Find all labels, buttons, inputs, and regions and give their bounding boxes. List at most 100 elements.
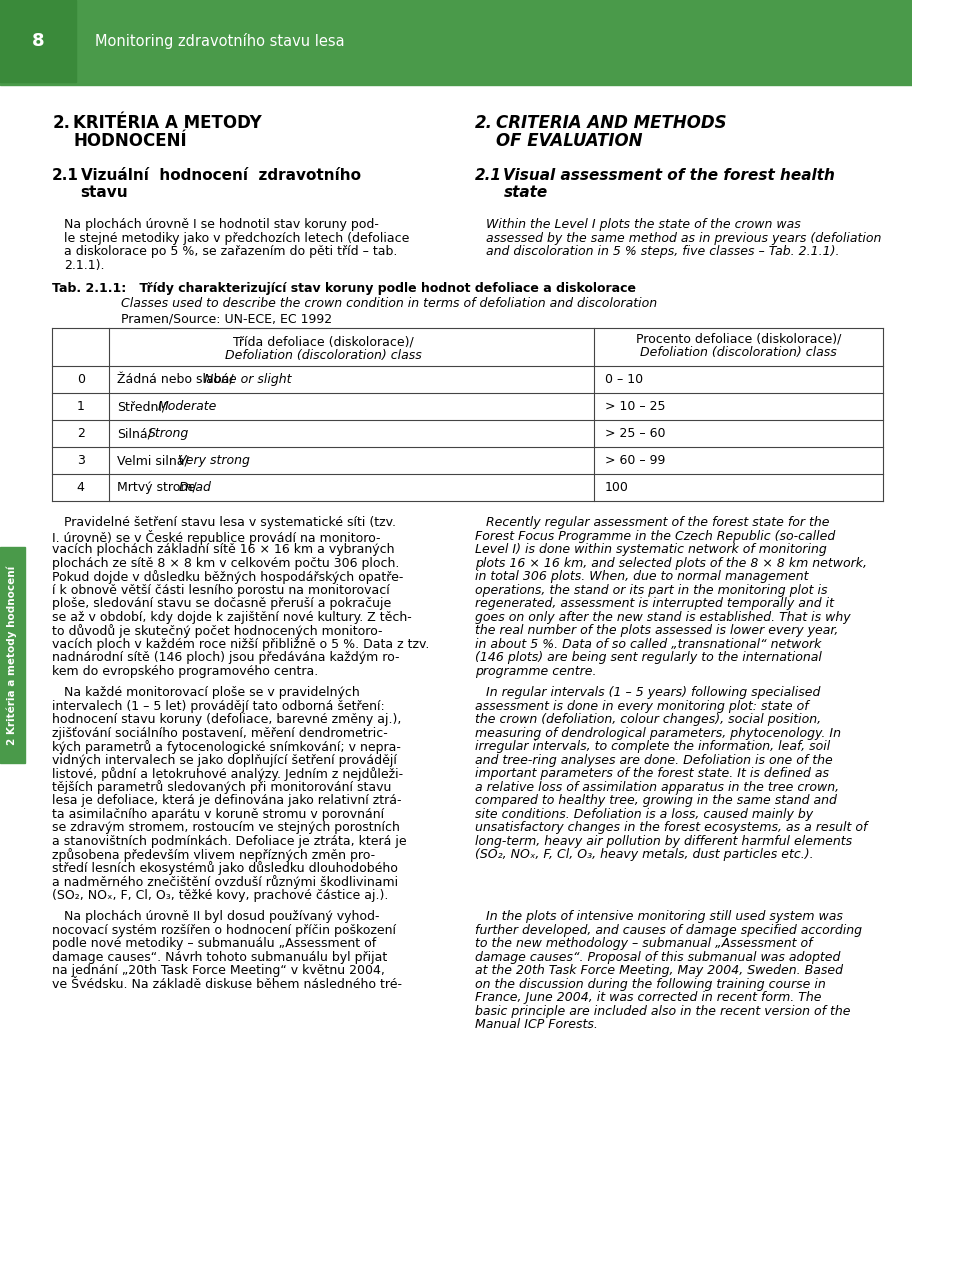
Text: > 60 – 99: > 60 – 99 — [605, 454, 665, 467]
Text: na jednání „20th Task Force Meeting“ v květnu 2004,: na jednání „20th Task Force Meeting“ v k… — [52, 964, 385, 976]
Text: Na každé monitorovací ploše se v pravidelných: Na každé monitorovací ploše se v pravide… — [63, 686, 359, 699]
Text: OF EVALUATION: OF EVALUATION — [495, 132, 642, 150]
Text: 2.: 2. — [475, 115, 492, 132]
Text: None or slight: None or slight — [204, 373, 292, 386]
Text: on the discussion during the following training course in: on the discussion during the following t… — [475, 978, 826, 990]
Text: intervalech (1 – 5 let) provádějí tato odborná šetření:: intervalech (1 – 5 let) provádějí tato o… — [52, 699, 385, 713]
Text: the real number of the plots assessed is lower every year,: the real number of the plots assessed is… — [475, 624, 838, 636]
Text: compared to healthy tree, growing in the same stand and: compared to healthy tree, growing in the… — [475, 794, 837, 807]
Text: important parameters of the forest state. It is defined as: important parameters of the forest state… — [475, 768, 828, 780]
Text: Dead: Dead — [179, 481, 211, 494]
Text: France, June 2004, it was corrected in recent form. The: France, June 2004, it was corrected in r… — [475, 990, 822, 1004]
Text: a relative loss of assimilation apparatus in the tree crown,: a relative loss of assimilation apparatu… — [475, 780, 839, 793]
Text: In regular intervals (1 – 5 years) following specialised: In regular intervals (1 – 5 years) follo… — [487, 686, 821, 699]
Text: > 25 – 60: > 25 – 60 — [605, 426, 665, 440]
Text: Visual assessment of the forest health: Visual assessment of the forest health — [503, 168, 835, 183]
Text: Na plochách úrovně II byl dosud používaný vyhod-: Na plochách úrovně II byl dosud používan… — [63, 910, 379, 923]
Text: in about 5 %. Data of so called „transnational“ network: in about 5 %. Data of so called „transna… — [475, 638, 822, 651]
Bar — [0, 0, 76, 81]
Text: ta asimilačního aparátu v koruně stromu v porovnání: ta asimilačního aparátu v koruně stromu … — [52, 807, 384, 821]
Text: středí lesních ekosystémů jako důsledku dlouhodobého: středí lesních ekosystémů jako důsledku … — [52, 862, 398, 876]
Text: Defoliation (discoloration) class: Defoliation (discoloration) class — [225, 349, 421, 362]
Text: Pokud dojde v důsledku běžných hospodářských opatře-: Pokud dojde v důsledku běžných hospodářs… — [52, 570, 403, 584]
Text: Manual ICP Forests.: Manual ICP Forests. — [475, 1018, 598, 1031]
Text: Monitoring zdravotního stavu lesa: Monitoring zdravotního stavu lesa — [95, 33, 345, 48]
Text: and tree-ring analyses are done. Defoliation is one of the: and tree-ring analyses are done. Defolia… — [475, 754, 832, 766]
Text: podle nové metodiky – submanuálu „Assessment of: podle nové metodiky – submanuálu „Assess… — [52, 937, 376, 950]
Text: stavu: stavu — [81, 185, 129, 200]
Text: se až v období, kdy dojde k zajištění nové kultury. Z těch-: se až v období, kdy dojde k zajištění no… — [52, 611, 412, 624]
Text: 2: 2 — [77, 426, 84, 440]
Text: Very strong: Very strong — [179, 454, 251, 467]
Text: regenerated, assessment is interrupted temporally and it: regenerated, assessment is interrupted t… — [475, 597, 834, 610]
Text: Strong: Strong — [148, 426, 189, 440]
Text: the crown (defoliation, colour changes), social position,: the crown (defoliation, colour changes),… — [475, 713, 821, 726]
Text: Level I) is done within systematic network of monitoring: Level I) is done within systematic netwo… — [475, 544, 827, 556]
Text: tějších parametrů sledovaných při monitorování stavu: tějších parametrů sledovaných při monito… — [52, 780, 392, 794]
Text: state: state — [503, 185, 547, 200]
Text: Recently regular assessment of the forest state for the: Recently regular assessment of the fores… — [487, 516, 829, 530]
Text: ve Švédsku. Na základě diskuse během následného tré-: ve Švédsku. Na základě diskuse během nás… — [52, 978, 402, 990]
Text: to the new methodology – submanual „Assessment of: to the new methodology – submanual „Asse… — [475, 937, 812, 950]
Text: > 10 – 25: > 10 – 25 — [605, 400, 665, 412]
Text: le stejné metodiky jako v předchozích letech (defoliace: le stejné metodiky jako v předchozích le… — [63, 232, 409, 244]
Text: 2 Kritéria a metody hodnocení: 2 Kritéria a metody hodnocení — [6, 565, 16, 745]
Text: Tab. 2.1.1:   Třídy charakterizující stav koruny podle hodnot defoliace a diskol: Tab. 2.1.1: Třídy charakterizující stav … — [52, 283, 636, 295]
Text: basic principle are included also in the recent version of the: basic principle are included also in the… — [475, 1004, 851, 1017]
Text: plots 16 × 16 km, and selected plots of the 8 × 8 km network,: plots 16 × 16 km, and selected plots of … — [475, 556, 867, 569]
Text: a diskolorace po 5 %, se zařazením do pěti tříd – tab.: a diskolorace po 5 %, se zařazením do pě… — [63, 244, 397, 258]
Text: 2.1.1).: 2.1.1). — [63, 258, 104, 271]
Text: Silná/: Silná/ — [117, 426, 152, 440]
Text: 2.1: 2.1 — [52, 168, 79, 183]
Text: listové, půdní a letokruhové analýzy. Jedním z nejdůleži-: listové, půdní a letokruhové analýzy. Je… — [52, 768, 403, 780]
Text: a nadměrného znečištění ovzduší různými škodlivinami: a nadměrného znečištění ovzduší různými … — [52, 875, 398, 889]
Text: 1: 1 — [77, 400, 84, 412]
Text: Pravidelné šetření stavu lesa v systematické síti (tzv.: Pravidelné šetření stavu lesa v systemat… — [63, 516, 396, 530]
Bar — [0, 547, 25, 763]
Text: kých parametrů a fytocenologické snímkování; v nepra-: kých parametrů a fytocenologické snímkov… — [52, 740, 401, 754]
Text: vacích plochách základní sítě 16 × 16 km a vybraných: vacích plochách základní sítě 16 × 16 km… — [52, 544, 395, 556]
Text: 100: 100 — [605, 481, 629, 494]
Text: se zdravým stromem, rostoucím ve stejných porostních: se zdravým stromem, rostoucím ve stejnýc… — [52, 821, 400, 834]
Text: způsobena především vlivem nepřízných změn pro-: způsobena především vlivem nepřízných zm… — [52, 848, 375, 862]
Text: assessment is done in every monitoring plot: state of: assessment is done in every monitoring p… — [475, 699, 808, 713]
Text: assessed by the same method as in previous years (defoliation: assessed by the same method as in previo… — [487, 232, 881, 244]
Text: damage causes“. Proposal of this submanual was adopted: damage causes“. Proposal of this submanu… — [475, 951, 840, 964]
Text: nocovací systém rozšířen o hodnocení příčin poškození: nocovací systém rozšířen o hodnocení pří… — [52, 923, 396, 937]
Bar — [0, 81, 912, 84]
Text: at the 20th Task Force Meeting, May 2004, Sweden. Based: at the 20th Task Force Meeting, May 2004… — [475, 964, 843, 976]
Text: Žádná nebo slabá/: Žádná nebo slabá/ — [117, 373, 233, 386]
Text: 3: 3 — [77, 454, 84, 467]
Text: Pramen/Source: UN-ECE, EC 1992: Pramen/Source: UN-ECE, EC 1992 — [121, 312, 332, 325]
Text: further developed, and causes of damage specified according: further developed, and causes of damage … — [475, 923, 862, 937]
Text: measuring of dendrological parameters, phytocenology. In: measuring of dendrological parameters, p… — [475, 727, 841, 740]
Text: Velmi silná/: Velmi silná/ — [117, 454, 188, 467]
Text: In the plots of intensive monitoring still used system was: In the plots of intensive monitoring sti… — [487, 910, 843, 923]
Text: programme centre.: programme centre. — [475, 665, 596, 677]
Text: 2.: 2. — [52, 115, 70, 132]
Text: 2.1: 2.1 — [475, 168, 502, 183]
Text: to důvodů je skutečný počet hodnocených monitoro-: to důvodů je skutečný počet hodnocených … — [52, 624, 383, 638]
Text: a stanovištních podmínkách. Defoliace je ztráta, která je: a stanovištních podmínkách. Defoliace je… — [52, 835, 407, 848]
Text: Střední/: Střední/ — [117, 400, 166, 412]
Text: CRITERIA AND METHODS: CRITERIA AND METHODS — [495, 115, 727, 132]
Text: irregular intervals, to complete the information, leaf, soil: irregular intervals, to complete the inf… — [475, 740, 830, 754]
Text: Within the Level I plots the state of the crown was: Within the Level I plots the state of th… — [487, 218, 801, 230]
Text: Moderate: Moderate — [157, 400, 217, 412]
Text: kem do evropského programového centra.: kem do evropského programového centra. — [52, 665, 319, 677]
Text: hodnocení stavu koruny (defoliace, barevné změny aj.),: hodnocení stavu koruny (defoliace, barev… — [52, 713, 401, 726]
Text: Classes used to describe the crown condition in terms of defoliation and discolo: Classes used to describe the crown condi… — [121, 297, 657, 311]
Text: 4: 4 — [77, 481, 84, 494]
Text: nadnárodní sítě (146 ploch) jsou předávána každým ro-: nadnárodní sítě (146 ploch) jsou předává… — [52, 651, 399, 665]
Text: (SO₂, NOₓ, F, Cl, O₃, těžké kovy, prachové částice aj.).: (SO₂, NOₓ, F, Cl, O₃, těžké kovy, pracho… — [52, 889, 389, 901]
Text: and discoloration in 5 % steps, five classes – Tab. 2.1.1).: and discoloration in 5 % steps, five cla… — [487, 244, 840, 258]
Text: goes on only after the new stand is established. That is why: goes on only after the new stand is esta… — [475, 611, 851, 624]
Text: Mrtvý strom/: Mrtvý strom/ — [117, 481, 197, 494]
Text: in total 306 plots. When, due to normal management: in total 306 plots. When, due to normal … — [475, 570, 808, 583]
Text: (SO₂, NOₓ, F, Cl, O₃, heavy metals, dust particles etc.).: (SO₂, NOₓ, F, Cl, O₃, heavy metals, dust… — [475, 848, 813, 861]
Text: vidných intervalech se jako doplňující šetření provádějí: vidných intervalech se jako doplňující š… — [52, 754, 397, 766]
Text: 0: 0 — [77, 373, 84, 386]
Text: vacích ploch v každém roce nižší přibližně o 5 %. Data z tzv.: vacích ploch v každém roce nižší přibliž… — [52, 638, 430, 651]
Text: unsatisfactory changes in the forest ecosystems, as a result of: unsatisfactory changes in the forest eco… — [475, 821, 867, 834]
Text: damage causes“. Návrh tohoto submanuálu byl přijat: damage causes“. Návrh tohoto submanuálu … — [52, 951, 388, 964]
